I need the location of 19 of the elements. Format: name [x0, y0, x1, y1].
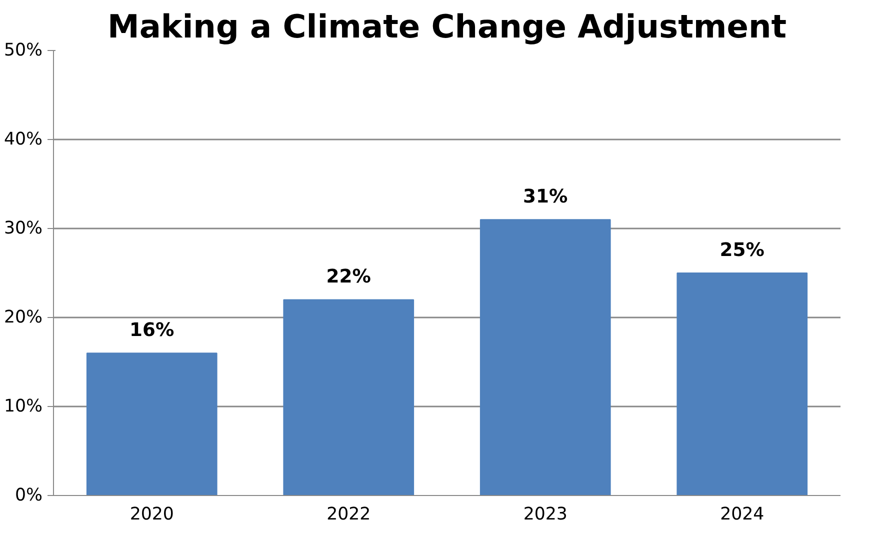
bar: [480, 219, 611, 496]
y-tick-label: 0%: [15, 486, 43, 506]
y-tick-label: 30%: [4, 218, 42, 238]
data-label: 22%: [326, 266, 372, 288]
data-label: 16%: [130, 320, 175, 342]
x-tick-label: 2023: [523, 504, 568, 524]
bar: [676, 272, 808, 496]
x-tick-label: 2020: [130, 504, 174, 524]
y-tick-label: 50%: [4, 40, 42, 60]
data-label: 31%: [523, 186, 568, 208]
y-tick-label: 40%: [4, 130, 42, 150]
bar: [283, 299, 414, 496]
data-label: 25%: [720, 240, 765, 261]
y-tick-label: 10%: [4, 396, 42, 416]
y-tick-label: 20%: [4, 308, 42, 328]
x-tick-label: 2022: [326, 504, 371, 524]
x-tick-label: 2024: [720, 504, 764, 524]
chart-title: Making a Climate Change Adjustment: [107, 8, 787, 46]
bar: [86, 352, 218, 496]
